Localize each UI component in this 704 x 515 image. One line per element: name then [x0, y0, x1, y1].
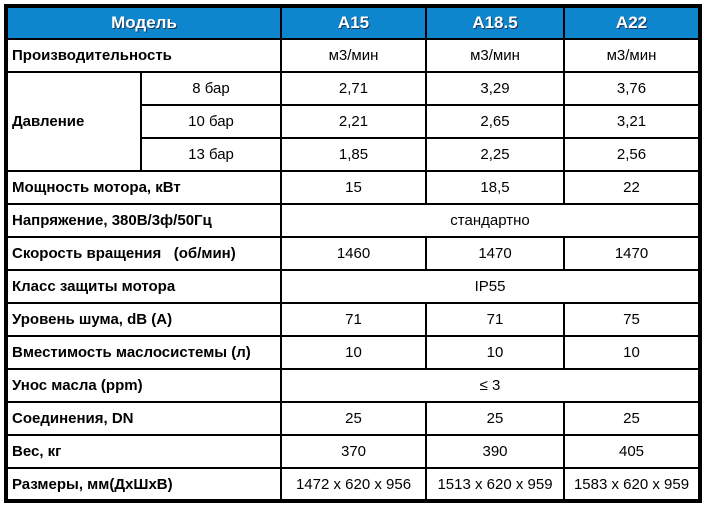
row-label-rotation-speed: Скорость вращения (об/мин) [4, 236, 283, 271]
row-label-pressure: Давление [5, 71, 142, 172]
cell-value: 1470 [563, 236, 702, 271]
table-row: Давление 8 бар 2,71 3,29 3,76 [5, 71, 702, 172]
row-label-motor-protection: Класс защиты мотора [4, 269, 283, 304]
table-row: Производительность м3/мин м3/мин м3/мин [4, 38, 702, 73]
table-row: 10 бар 2,21 2,65 3,21 [6, 104, 702, 139]
cell-value: м3/мин [280, 38, 428, 73]
table-row: Мощность мотора, кВт 15 18,5 22 [4, 170, 702, 205]
table-row: Напряжение, 380В/3ф/50Гц стандартно [4, 203, 702, 238]
cell-value: 2,65 [425, 104, 566, 139]
cell-value: 3,29 [425, 71, 566, 106]
row-label-noise-level: Уровень шума, dB (A) [4, 302, 283, 337]
table-row: Размеры, мм(ДхШхВ) 1472 x 620 x 956 1513… [4, 467, 702, 502]
cell-value: 2,71 [280, 71, 428, 106]
sub-label-10bar: 10 бар [139, 104, 283, 139]
row-label-voltage: Напряжение, 380В/3ф/50Гц [4, 203, 283, 238]
row-label-motor-power: Мощность мотора, кВт [4, 170, 283, 205]
cell-value: м3/мин [425, 38, 566, 73]
header-model-a22: A22 [563, 5, 702, 40]
header-row: Модель A15 A18.5 A22 [4, 5, 702, 40]
row-label-weight: Вес, кг [4, 434, 283, 469]
table-row: Скорость вращения (об/мин) 1460 1470 147… [4, 236, 702, 271]
sub-label-13bar: 13 бар [139, 137, 283, 172]
cell-value-span: ≤ 3 [280, 368, 702, 403]
sub-label-8bar: 8 бар [139, 71, 283, 106]
cell-value: 15 [280, 170, 428, 205]
cell-value: 2,56 [563, 137, 702, 172]
cell-value: 10 [280, 335, 428, 370]
header-model-label: Модель [4, 5, 283, 40]
cell-value: 71 [425, 302, 566, 337]
cell-value: м3/мин [563, 38, 702, 73]
row-label-oil-carryover: Унос масла (ppm) [4, 368, 283, 403]
row-label-oil-capacity: Вместимость маслосистемы (л) [4, 335, 283, 370]
cell-value: 1460 [280, 236, 428, 271]
cell-value: 1470 [425, 236, 566, 271]
cell-value: 2,25 [425, 137, 566, 172]
cell-value: 1,85 [280, 137, 428, 172]
table-row: Класс защиты мотора IP55 [4, 269, 702, 304]
spec-table: Модель A15 A18.5 A22 Производительность … [4, 4, 703, 503]
cell-value: 22 [563, 170, 702, 205]
table-row: Соединения, DN 25 25 25 [4, 401, 702, 436]
table-row: Уровень шума, dB (A) 71 71 75 [4, 302, 702, 337]
table-row: 13 бар 1,85 2,25 2,56 [6, 137, 702, 172]
cell-value: 405 [563, 434, 702, 469]
cell-value: 25 [425, 401, 566, 436]
cell-value: 390 [425, 434, 566, 469]
cell-value: 10 [563, 335, 702, 370]
header-model-a15: A15 [280, 5, 428, 40]
row-label-dimensions: Размеры, мм(ДхШхВ) [4, 467, 283, 502]
cell-value: 1472 x 620 x 956 [280, 467, 428, 502]
header-model-a18-5: A18.5 [425, 5, 566, 40]
table-row: Вместимость маслосистемы (л) 10 10 10 [4, 335, 702, 370]
row-label-capacity: Производительность [4, 38, 283, 73]
table-row: Унос масла (ppm) ≤ 3 [4, 368, 702, 403]
cell-value: 25 [563, 401, 702, 436]
cell-value: 1513 x 620 x 959 [425, 467, 566, 502]
cell-value-span: стандартно [280, 203, 702, 238]
cell-value-span: IP55 [280, 269, 702, 304]
cell-value: 370 [280, 434, 428, 469]
cell-value: 75 [563, 302, 702, 337]
cell-value: 25 [280, 401, 428, 436]
cell-value: 2,21 [280, 104, 428, 139]
row-label-connections: Соединения, DN [4, 401, 283, 436]
table-row: Вес, кг 370 390 405 [4, 434, 702, 469]
cell-value: 3,21 [563, 104, 702, 139]
cell-value: 10 [425, 335, 566, 370]
cell-value: 71 [280, 302, 428, 337]
cell-value: 1583 x 620 x 959 [563, 467, 702, 502]
cell-value: 18,5 [425, 170, 566, 205]
cell-value: 3,76 [563, 71, 702, 106]
